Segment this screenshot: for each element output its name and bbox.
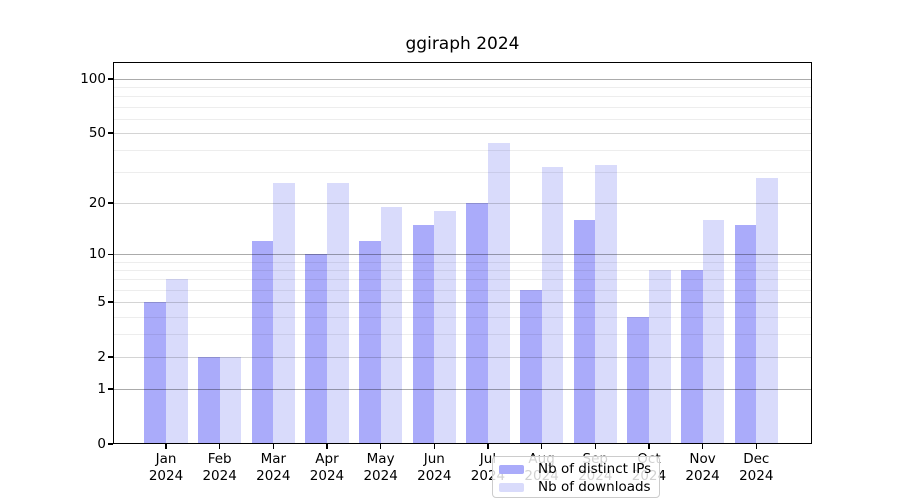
bar-distinct-ips-feb[interactable] [198,357,220,444]
xtick-month-may: May [366,451,395,467]
xtick-mark-sep [594,444,597,449]
xtick-label-dec: Dec 2024 [714,451,798,485]
ytick-label-5: 5 [97,294,106,311]
bar-downloads-jul[interactable] [487,142,510,444]
gridline-minor-60 [113,118,812,120]
ytick-mark-100 [108,78,113,80]
xtick-mark-aug [540,444,543,449]
ytick-label-100: 100 [80,70,106,87]
gridline-minor-70 [113,106,812,108]
ytick-label-50: 50 [88,124,106,141]
legend-label-distinct-ips: Nb of distinct IPs [538,461,652,477]
xtick-year-jun: 2024 [417,468,452,484]
gridline-50 [113,132,812,134]
ytick-label-10: 10 [88,246,106,263]
bar-downloads-jan[interactable] [166,279,188,444]
xtick-month-apr: Apr [315,451,339,467]
xtick-mark-jan [165,444,167,449]
xtick-month-dec: Dec [743,451,770,467]
ytick-label-0: 0 [97,436,106,452]
xtick-label-nov: Nov 2024 [661,451,745,485]
bar-downloads-apr[interactable] [326,183,349,444]
xtick-mark-mar [272,444,275,449]
bar-distinct-ips-mar[interactable] [251,241,274,444]
legend-label-downloads: Nb of downloads [538,479,651,495]
bar-downloads-feb[interactable] [219,357,242,444]
legend-swatch-distinct-ips [499,464,524,474]
xtick-mark-feb [218,444,221,449]
bar-downloads-dec[interactable] [756,177,778,444]
xtick-year-nov: 2024 [685,468,720,484]
ytick-mark-0 [108,443,113,445]
bar-downloads-oct[interactable] [648,270,671,444]
xtick-mark-oct [648,444,650,449]
xtick-year-apr: 2024 [309,468,345,484]
gridline-100 [113,78,812,80]
bar-distinct-ips-jan[interactable] [144,302,166,444]
xtick-mark-jun [433,444,436,449]
bar-distinct-ips-jun[interactable] [412,224,435,444]
legend-swatch-downloads [499,482,524,492]
gridline-minor-40 [113,150,812,152]
xtick-mark-nov [701,444,704,449]
xtick-label-may: May 2024 [339,451,423,485]
gridline-minor-90 [113,87,812,89]
bar-downloads-mar[interactable] [273,183,295,444]
ytick-label-2: 2 [97,349,106,366]
bar-distinct-ips-apr[interactable] [305,254,327,444]
xtick-year-feb: 2024 [202,468,237,484]
xtick-year-jan: 2024 [148,468,184,484]
ytick-mark-50 [108,132,113,134]
xtick-year-mar: 2024 [256,468,291,484]
bar-distinct-ips-jul[interactable] [466,203,488,444]
bar-downloads-aug[interactable] [541,167,564,444]
bar-distinct-ips-may[interactable] [359,241,381,444]
legend-item-distinct-ips: Nb of distinct IPs [499,460,659,478]
legend: Nb of distinct IPs Nb of downloads [492,456,660,498]
ytick-mark-1 [108,388,113,390]
xtick-label-feb: Feb 2024 [178,451,262,485]
xtick-month-feb: Feb [207,451,232,467]
gridline-minor-80 [113,96,812,98]
bar-distinct-ips-sep[interactable] [573,219,596,444]
ytick-label-20: 20 [88,195,106,212]
xtick-mark-dec [755,444,757,449]
plot-area: Nb of distinct IPs Nb of downloads [113,62,812,498]
xtick-month-nov: Nov [689,451,716,467]
legend-item-downloads: Nb of downloads [499,478,659,496]
bar-distinct-ips-nov[interactable] [681,270,703,444]
ytick-label-1: 1 [97,381,106,398]
bar-downloads-nov[interactable] [702,219,725,444]
bar-distinct-ips-dec[interactable] [734,224,757,444]
ytick-mark-2 [108,356,113,358]
xtick-label-jun: Jun 2024 [392,451,476,485]
bar-distinct-ips-oct[interactable] [627,316,649,444]
bar-downloads-jun[interactable] [434,211,456,444]
ytick-mark-5 [108,301,113,303]
xtick-mark-apr [326,444,328,449]
xtick-year-may: 2024 [363,468,398,484]
ytick-mark-20 [108,202,113,204]
bar-distinct-ips-aug[interactable] [520,290,542,444]
xtick-label-jan: Jan 2024 [124,451,208,485]
chart-title: ggiraph 2024 [405,34,520,54]
bar-downloads-sep[interactable] [595,165,617,444]
gridline-minor-30 [113,172,812,174]
xtick-mark-may [379,444,382,449]
bar-downloads-may[interactable] [380,207,403,444]
xtick-month-jun: Jun [423,451,445,467]
xtick-month-mar: Mar [260,451,287,467]
ytick-mark-10 [108,253,113,256]
gridline-20 [113,203,812,205]
xtick-mark-jul [487,444,489,449]
xtick-year-dec: 2024 [739,468,774,484]
xtick-label-apr: Apr 2024 [285,451,369,485]
xtick-label-mar: Mar 2024 [231,451,315,485]
xtick-month-jan: Jan [155,451,177,467]
